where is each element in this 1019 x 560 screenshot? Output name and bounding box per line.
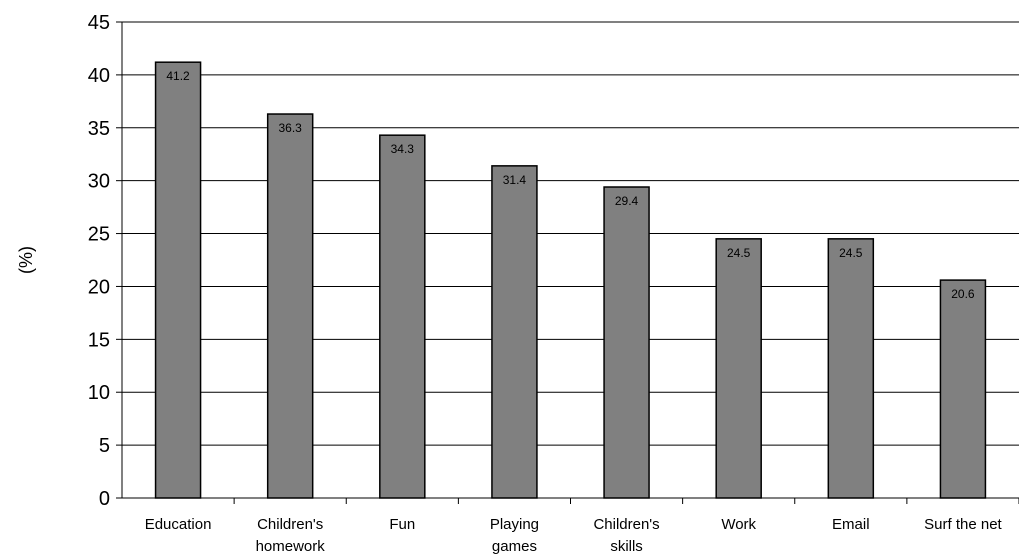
y-tick-labels: 0 5 10 15 20 25 30 35 40 45 — [88, 12, 110, 510]
y-tick-label: 10 — [88, 382, 110, 404]
y-tick-label: 0 — [99, 488, 110, 510]
category-label: Fun — [389, 516, 415, 533]
data-label: 24.5 — [727, 246, 751, 260]
category-label-line: skills — [610, 538, 643, 555]
bar — [939, 279, 987, 499]
y-tick-label: 40 — [88, 65, 110, 87]
axes — [116, 21, 1019, 504]
data-label: 31.4 — [503, 173, 527, 187]
category-label-line: Fun — [389, 516, 415, 533]
bar — [715, 238, 762, 499]
category-label-line: Surf the net — [924, 516, 1002, 533]
data-label: 34.3 — [391, 142, 415, 156]
category-label-line: Work — [721, 516, 756, 533]
category-label-line: Playing — [490, 516, 539, 533]
bar — [266, 113, 314, 499]
category-label-line: Education — [145, 516, 212, 533]
category-label: Children's skills — [593, 516, 659, 555]
bars — [154, 61, 987, 499]
bar — [379, 134, 426, 499]
data-label: 41.2 — [166, 69, 190, 83]
category-label-line: games — [492, 538, 537, 555]
gridlines — [122, 21, 1019, 446]
y-tick-label: 5 — [99, 435, 110, 457]
bar — [491, 165, 538, 499]
category-label: Work — [721, 516, 756, 533]
data-label: 29.4 — [615, 194, 639, 208]
x-category-labels: Education Children's homework Fun Playing gam… — [145, 516, 1003, 555]
category-label: Surf the net — [924, 516, 1002, 533]
bar — [827, 238, 875, 499]
category-label-line: Children's — [593, 516, 659, 533]
category-label: Email — [832, 516, 870, 533]
data-label: 24.5 — [839, 246, 863, 260]
y-tick-label: 15 — [88, 329, 110, 351]
category-label: Playing games — [490, 516, 539, 555]
y-tick-label: 25 — [88, 224, 110, 246]
y-tick-label: 20 — [88, 276, 110, 298]
y-axis-title: (%) — [16, 246, 36, 274]
y-tick-label: 30 — [88, 171, 110, 193]
y-tick-label: 35 — [88, 118, 110, 140]
category-label-line: Email — [832, 516, 870, 533]
data-labels: 41.2 36.3 34.3 31.4 29.4 24.5 24.5 20.6 — [166, 69, 975, 301]
data-label: 20.6 — [951, 287, 975, 301]
category-label-line: homework — [256, 538, 326, 555]
category-label: Education — [145, 516, 212, 533]
y-tick-label: 45 — [88, 12, 110, 34]
bar — [603, 186, 650, 499]
category-label: Children's homework — [256, 516, 326, 555]
category-label-line: Children's — [257, 516, 323, 533]
data-label: 36.3 — [279, 121, 303, 135]
bar — [154, 61, 202, 499]
